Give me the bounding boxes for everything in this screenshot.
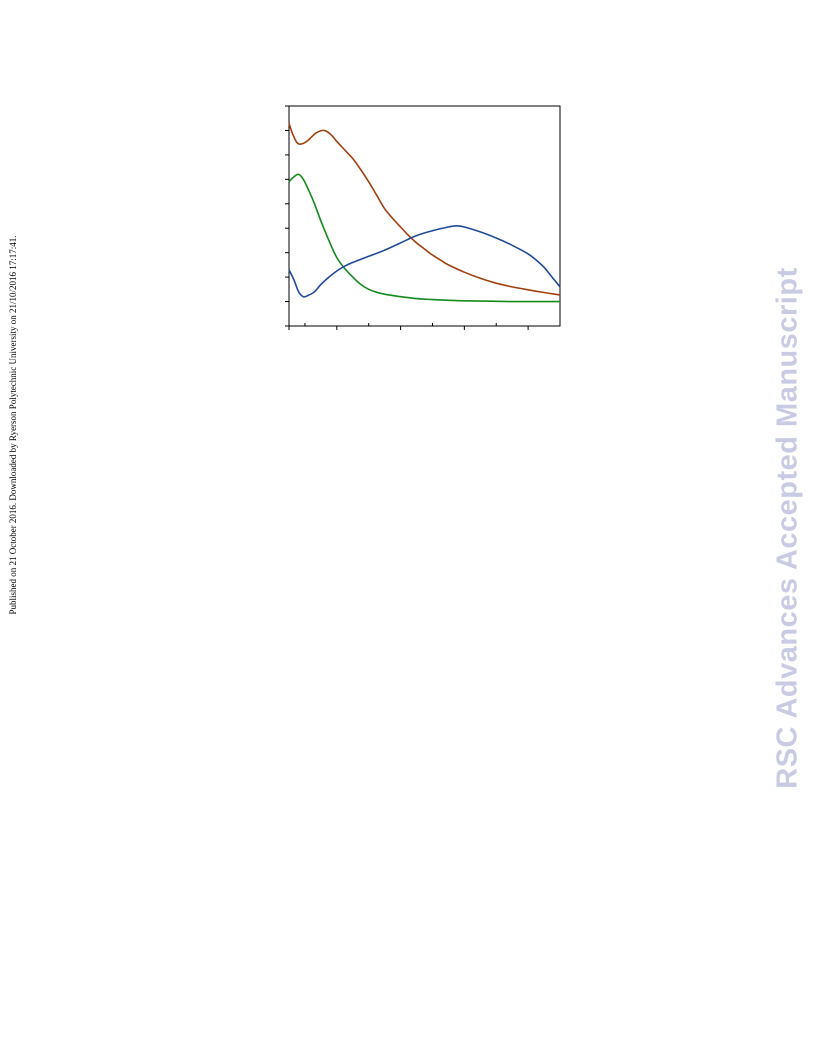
plot-frame [288,105,561,327]
series-layer [288,122,561,303]
y-axis-ticks [285,105,289,327]
series-line-1 [288,122,561,296]
x-axis-ticks [288,323,561,330]
series-line-2 [288,173,560,303]
series-line-3 [288,225,561,298]
